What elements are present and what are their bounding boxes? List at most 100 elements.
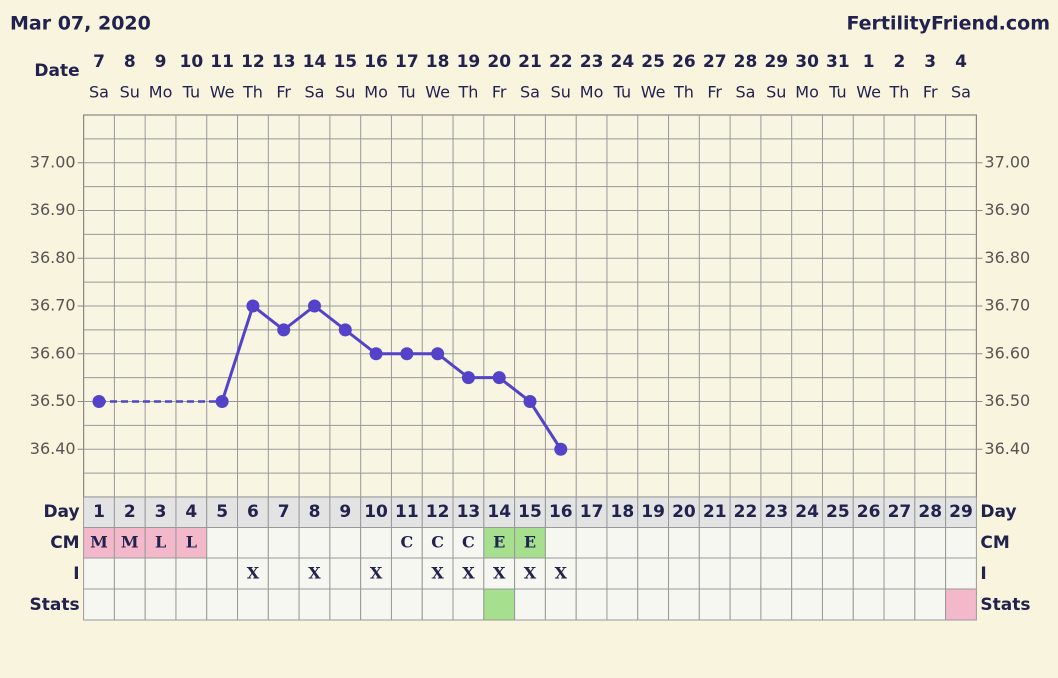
date-label: 2 [894,52,906,72]
weekday-label: Mo [149,83,173,102]
table-cell [791,557,823,590]
y-tick-label: 36.80 [30,248,76,267]
day-label: 4 [185,502,197,522]
point [492,371,506,385]
day-label: 5 [216,502,228,522]
day-label: 11 [395,502,419,522]
row-label: I [73,564,79,584]
table-cell [668,496,700,528]
point [369,347,383,361]
table-cell [237,527,269,559]
table-cell [144,527,177,559]
weekday-label: Sa [520,83,540,102]
table-cell [483,496,516,528]
table-cell [206,557,239,590]
weekday-label: Tu [613,83,631,102]
y-tick-label: 37.00 [30,152,76,171]
table-cell [175,557,208,590]
point [277,323,291,337]
table-cell [729,496,762,528]
table-cell [267,557,300,590]
weekday-label: We [425,83,450,102]
table-cell [914,527,947,559]
y-tick-label: 36.70 [30,296,76,315]
table-cell [760,527,793,559]
intercourse-entry: X [555,564,568,583]
weekday-label: Mo [580,83,604,102]
table-cell [237,496,269,528]
date-label: 19 [457,52,481,72]
day-label: 21 [703,502,727,522]
date-label: 18 [426,52,450,72]
date-label: 4 [955,52,967,72]
table-cell [668,557,700,590]
cm-entry: M [121,533,139,552]
table-cell [852,527,885,559]
table-cell [544,588,577,621]
intercourse-entry: X [493,564,506,583]
y-tick-label-right: 36.60 [984,343,1030,362]
date-label: 30 [795,52,819,72]
weekday-label: Sa [951,83,971,102]
point [215,395,229,408]
table-cell [698,588,731,621]
date-label: 13 [272,52,296,72]
table-cell [421,557,454,590]
chart-title: Mar 07, 2020 [10,13,151,35]
point [523,395,537,408]
day-label: 8 [309,502,321,522]
table-cell [206,527,239,559]
table-cell [113,496,146,528]
weekday-label: Su [120,83,140,102]
table-cell [698,557,731,590]
table-cell [606,557,639,590]
point [431,347,445,361]
table-cell [637,588,670,621]
date-label: 22 [549,52,573,72]
x-label: Date [34,61,79,81]
weekday-label: Th [888,83,909,102]
table-cell [144,557,177,590]
table-cell [729,588,762,621]
date-label: 20 [487,52,511,72]
point [92,395,106,408]
source: FertilityFriend.com [846,13,1050,35]
weekday-label: Mo [364,83,388,102]
table-cell [760,588,793,621]
table-cell [360,527,392,559]
weekday-label: Fr [707,83,722,102]
weekday-label: Th [673,83,694,102]
weekday-label: We [210,83,235,102]
point [338,323,352,337]
day-label: 13 [457,502,481,522]
day-label: 2 [124,502,136,522]
date-label: 31 [826,52,850,72]
date-label: 11 [210,52,234,72]
weekday-label: Sa [736,83,756,102]
table-cell [575,527,608,559]
table-cell [421,527,454,559]
table-cell [329,527,362,559]
table-cell [637,557,670,590]
weekday-label: Su [335,83,355,102]
date-label: 21 [518,52,542,72]
table-cell [945,557,977,590]
y-tick-label: 36.50 [30,391,76,410]
table-cell [514,588,546,621]
table-cell [83,588,115,621]
intercourse-entry: X [247,564,260,583]
day-label: 25 [826,502,850,522]
table-cell [760,557,793,590]
day-label: 29 [949,502,973,522]
intercourse-entry: X [462,564,475,583]
table-cell [914,588,947,621]
cm-entry: E [524,533,536,552]
table-cell [945,527,977,559]
weekday-label: Fr [923,83,938,102]
cm-entry: C [400,533,413,552]
day-label: 14 [487,502,511,522]
row-label-right: Stats [980,595,1030,615]
table-cell [883,588,916,621]
table-cell [852,557,885,590]
date-label: 25 [641,52,665,72]
